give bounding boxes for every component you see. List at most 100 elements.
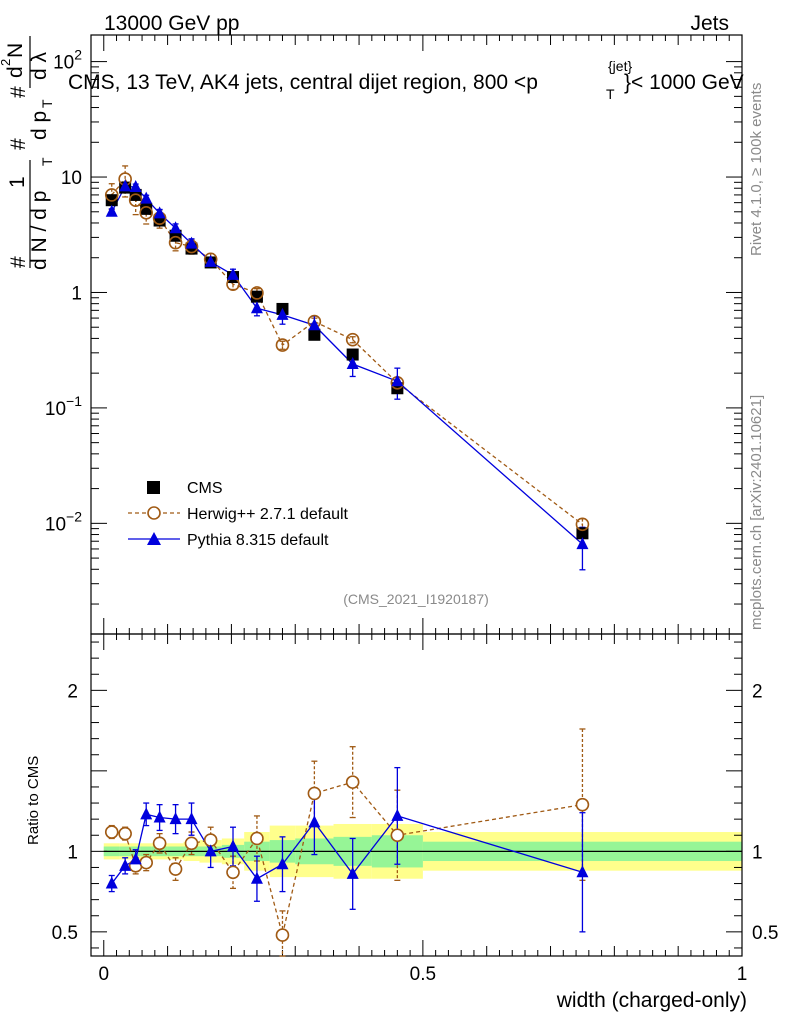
- pythia-ratio-point: [227, 839, 240, 852]
- ratio-tick-label-right: 2: [752, 681, 763, 702]
- pythia-main-point: [129, 179, 142, 192]
- pythia-ratio-point: [119, 858, 132, 871]
- herwig-main-point: [250, 286, 264, 300]
- y-tick-label: 1: [71, 283, 82, 304]
- ylabel-N: N: [4, 43, 27, 58]
- herwig-ratio-point: [152, 836, 167, 851]
- legend-herwig-marker: [147, 506, 161, 520]
- legend-pythia-marker: [147, 532, 161, 545]
- analysis-watermark: (CMS_2021_I1920187): [343, 591, 489, 607]
- herwig-main-point: [345, 332, 360, 347]
- ylabel-d2: d: [4, 66, 27, 78]
- herwig-ratio-point: [139, 855, 154, 870]
- pythia-main-line: [111, 185, 583, 545]
- herwig-main-point: [139, 205, 154, 220]
- pythia-main-point: [250, 301, 263, 314]
- ylabel-dn-dpt: d N / d p: [28, 191, 51, 270]
- pythia-main-point: [153, 206, 166, 219]
- y-tick-label-base: 10: [45, 514, 66, 535]
- pythia-main-point: [391, 374, 404, 387]
- pythia-main-point: [105, 204, 118, 217]
- pythia-main-point: [576, 537, 589, 550]
- legend-herwig-label: Herwig++ 2.7.1 default: [187, 506, 349, 523]
- ylabel-sub-t1: T: [39, 157, 55, 166]
- herwig-ratio-point: [184, 836, 199, 851]
- pythia-main-point: [204, 254, 217, 267]
- herwig-ratio-point: [168, 862, 183, 876]
- ylabel-one: 1: [6, 176, 29, 188]
- ratio-ylabel: Ratio to CMS: [25, 756, 42, 845]
- pythia-main-point: [227, 267, 240, 280]
- mcplots-label: mcplots.cern.ch [arXiv:2401.10621]: [748, 395, 765, 630]
- pythia-ratio-point: [276, 857, 289, 870]
- ratio-tick-label-left: 1: [67, 842, 78, 863]
- title-sub: T: [606, 86, 615, 102]
- ylabel-sub-t2: T: [39, 99, 55, 108]
- ratio-tick-label-left: 0.5: [52, 923, 78, 944]
- y-tick-label: 10−1: [45, 393, 82, 420]
- series-layer: [104, 165, 590, 957]
- rivet-label: Rivet 4.1.0, ≥ 100k events: [748, 83, 765, 256]
- xlabel: width (charged-only): [556, 989, 747, 1012]
- y-tick-label-base: 10: [45, 399, 66, 420]
- pythia-main-point: [119, 179, 132, 192]
- legend-pythia-label: Pythia 8.315 default: [187, 532, 329, 549]
- legend-cms-label: CMS: [187, 480, 223, 497]
- pythia-main-point: [346, 357, 359, 370]
- pythia-ratio-point: [204, 844, 217, 857]
- herwig-ratio-point: [307, 786, 322, 801]
- y-tick-label: 10: [61, 168, 82, 189]
- title-tail: }< 1000 GeV: [624, 71, 744, 94]
- herwig-ratio-point: [390, 828, 405, 843]
- main-ylabel: # 1 d N / d p T # d p T # d 2 N d λ: [0, 36, 55, 270]
- cms-data-point: [308, 328, 321, 341]
- pythia-ratio-point: [140, 807, 153, 820]
- herwig-main-point: [168, 235, 183, 250]
- pythia-main-point: [276, 307, 289, 320]
- pythia-ratio-point: [169, 812, 182, 825]
- pythia-ratio-point: [391, 808, 404, 821]
- cms-data-point: [140, 202, 153, 215]
- herwig-ratio-point: [250, 831, 264, 846]
- herwig-ratio-point: [275, 928, 290, 942]
- herwig-ratio-point: [226, 865, 240, 880]
- chart-title: CMS, 13 TeV, AK4 jets, central dijet reg…: [68, 58, 744, 102]
- ylabel-hash-2: #: [7, 138, 30, 150]
- herwig-main-point: [575, 517, 590, 532]
- title-sup: {jet}: [608, 58, 632, 74]
- y-tick-label-base: 10: [53, 53, 74, 74]
- ylabel-hash-3: #: [7, 86, 30, 98]
- ylabel-sup-2: 2: [0, 59, 13, 66]
- y-tick-label: 102: [53, 47, 82, 74]
- title-main: CMS, 13 TeV, AK4 jets, central dijet reg…: [68, 71, 538, 94]
- cms-data-point: [346, 348, 359, 361]
- herwig-ratio-point: [118, 826, 132, 841]
- ratio-tick-label-right: 0.5: [752, 923, 778, 944]
- herwig-ratio-point: [203, 833, 218, 847]
- x-tick-label: 1: [737, 964, 748, 985]
- ratio-plot-frame: [90, 633, 743, 957]
- pythia-ratio-point: [576, 865, 589, 878]
- legend: CMS Herwig++ 2.7.1 default Pythia 8.315 …: [128, 480, 349, 549]
- herwig-main-point: [275, 338, 290, 352]
- pythia-ratio-point: [129, 852, 142, 865]
- herwig-ratio-point: [345, 775, 360, 789]
- herwig-main-point: [104, 188, 119, 202]
- y-tick-label-exp: −2: [66, 508, 82, 524]
- herwig-ratio-point: [104, 825, 119, 839]
- pythia-ratio-point: [105, 876, 118, 889]
- x-tick-label: 0: [98, 964, 109, 985]
- legend-cms-marker: [147, 481, 160, 494]
- y-tick-label-exp: 2: [74, 47, 82, 63]
- pythia-main-point: [140, 191, 153, 204]
- ratio-tick-label-left: 2: [67, 681, 78, 702]
- pythia-main-point: [308, 318, 321, 331]
- ylabel-hash-1: #: [7, 256, 30, 268]
- pythia-ratio-point: [153, 810, 166, 823]
- y-tick-label: 10−2: [45, 508, 82, 535]
- herwig-main-point: [128, 193, 143, 208]
- pythia-ratio-point: [185, 812, 198, 825]
- y-tick-label-exp: −1: [66, 393, 82, 409]
